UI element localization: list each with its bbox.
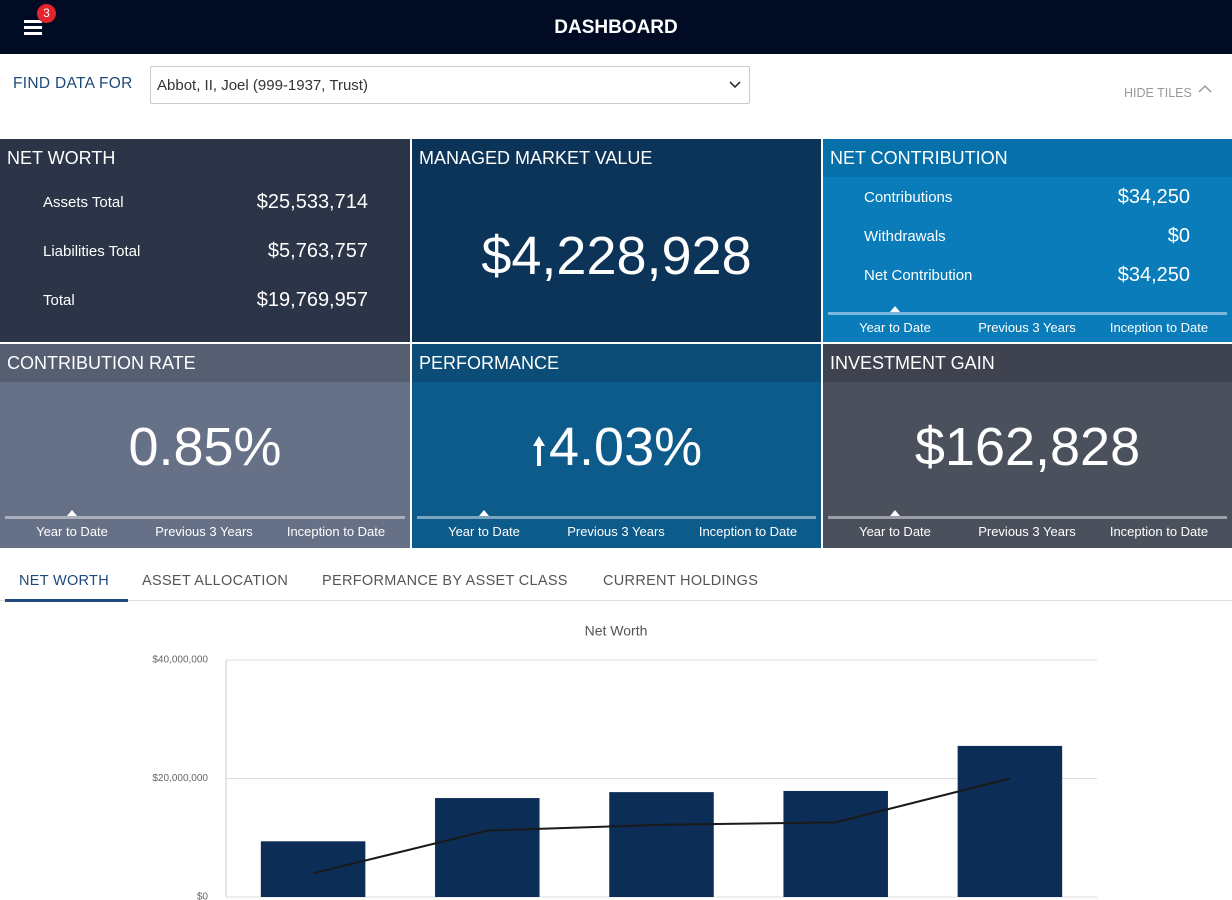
y-tick-label: $20,000,000 <box>152 773 208 784</box>
tile-net-worth: NET WORTH Assets Total $25,533,714 Liabili… <box>0 139 410 342</box>
tile-managed-value: MANAGED MARKET VALUE $4,228,928 <box>412 139 821 342</box>
row-label: Total <box>43 292 75 309</box>
row-value: $34,250 <box>1117 264 1190 286</box>
chart-title: Net Worth <box>585 623 648 639</box>
bar <box>957 745 1063 897</box>
line <box>312 777 1011 875</box>
tile-title: MANAGED MARKET VALUE <box>419 148 653 168</box>
tile-title: CONTRIBUTION RATE <box>0 344 410 382</box>
period-option[interactable]: Year to Date <box>859 524 931 539</box>
period-option[interactable]: Inception to Date <box>286 524 386 539</box>
row-label: Liabilities Total <box>43 243 141 260</box>
hide-tiles[interactable]: HIDE TILES <box>1124 86 1192 100</box>
period-option[interactable]: Inception to Date <box>1109 524 1209 539</box>
tile-net-contribution: NET CONTRIBUTION Contributions $34,250 Wit… <box>823 139 1232 342</box>
row-value: $5,763,757 <box>267 240 368 262</box>
period-option[interactable]: Year to Date <box>859 320 931 335</box>
page-title: DASHBOARD <box>554 17 678 38</box>
tab[interactable]: CURRENT HOLDINGS <box>603 573 759 589</box>
period-option[interactable]: Previous 3 Years <box>978 320 1076 335</box>
tab[interactable]: NET WORTH <box>19 573 109 589</box>
tile-title: INVESTMENT GAIN <box>823 344 1232 382</box>
filter-label: FIND DATA FOR <box>13 75 133 92</box>
up-arrow <box>533 436 545 466</box>
row-value: $0 <box>1167 225 1190 247</box>
tile-value: $4,228,928 <box>481 226 752 286</box>
bar <box>260 841 366 897</box>
dropdown-icon <box>729 81 741 89</box>
tile-title: PERFORMANCE <box>412 344 821 382</box>
chevron-up <box>1198 84 1212 93</box>
y-tick-label: $0 <box>197 892 209 900</box>
row-value: $19,769,957 <box>256 289 368 311</box>
period-marker <box>890 306 900 312</box>
tile-title: NET CONTRIBUTION <box>823 139 1232 177</box>
tile-value: 4.03% <box>549 417 703 477</box>
tile-title: NET WORTH <box>7 148 116 168</box>
notification-badge: 3 <box>37 4 56 23</box>
tile-performance: PERFORMANCE 4.03% Year to Date Previous 3… <box>412 344 821 548</box>
period-option[interactable]: Previous 3 Years <box>567 524 665 539</box>
bar <box>435 798 540 897</box>
net-worth-chart: Net Worth $0 $20,000,000 $40,000,000 <box>152 623 1097 900</box>
tile-investment-gain: INVESTMENT GAIN $162,828 Year to Date Pre… <box>823 344 1232 548</box>
row-value: $25,533,714 <box>256 191 368 213</box>
period-marker <box>67 510 77 516</box>
selected-client: Abbot, II, Joel (999-1937, Trust) <box>157 77 368 94</box>
y-tick-label: $40,000,000 <box>152 655 208 666</box>
tile-value: $162,828 <box>914 417 1141 477</box>
period-option[interactable]: Year to Date <box>448 524 520 539</box>
period-track <box>417 516 816 519</box>
tab[interactable]: ASSET ALLOCATION <box>142 573 289 589</box>
bar <box>609 792 714 897</box>
row-label: Net Contribution <box>864 267 973 284</box>
period-option[interactable]: Year to Date <box>36 524 108 539</box>
row-label: Assets Total <box>43 194 124 211</box>
period-marker <box>479 510 489 516</box>
period-track <box>828 312 1227 315</box>
client-select[interactable]: Abbot, II, Joel (999-1937, Trust) <box>150 66 750 104</box>
tile-contribution-rate: CONTRIBUTION RATE 0.85% Year to Date Prev… <box>0 344 410 548</box>
tab[interactable]: PERFORMANCE BY ASSET CLASS <box>322 573 568 589</box>
tab-divider <box>0 600 1232 601</box>
menu-icon[interactable] <box>24 19 44 37</box>
period-option[interactable]: Previous 3 Years <box>155 524 253 539</box>
period-option[interactable]: Previous 3 Years <box>978 524 1076 539</box>
row-label: Contributions <box>864 189 953 206</box>
active-tab-indicator <box>5 599 128 602</box>
period-option[interactable]: Inception to Date <box>1109 320 1209 335</box>
period-track <box>5 516 405 519</box>
row-label: Withdrawals <box>864 228 946 245</box>
period-option[interactable]: Inception to Date <box>698 524 798 539</box>
tile-value: 0.85% <box>128 417 282 477</box>
period-marker <box>890 510 900 516</box>
bar <box>783 790 888 897</box>
top-bar: 3 DASHBOARD <box>0 0 1232 54</box>
period-track <box>828 516 1227 519</box>
row-value: $34,250 <box>1117 186 1190 208</box>
